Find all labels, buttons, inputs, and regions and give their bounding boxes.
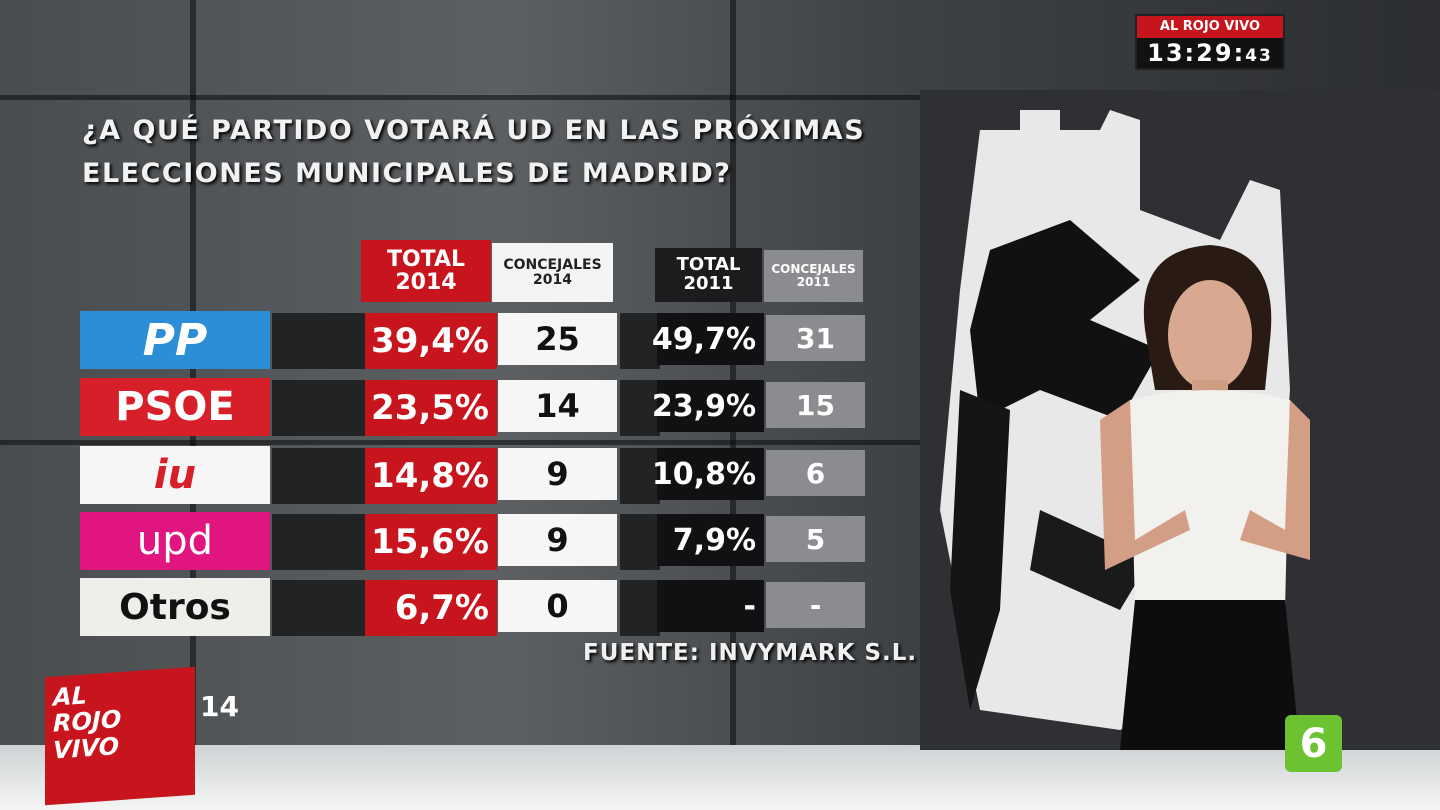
row-filler bbox=[272, 514, 367, 570]
total-2011: 7,9% bbox=[657, 514, 764, 566]
clock-hm: 13:29 bbox=[1147, 39, 1234, 67]
total-2011: - bbox=[657, 580, 764, 632]
concejales-2011: 31 bbox=[766, 315, 865, 361]
row-filler bbox=[620, 448, 660, 504]
concejales-2011: - bbox=[766, 582, 865, 628]
row-filler bbox=[272, 313, 367, 369]
artwork bbox=[920, 90, 1440, 750]
concejales-2011: 15 bbox=[766, 382, 865, 428]
face-shadow bbox=[970, 220, 1160, 420]
total-2011: 49,7% bbox=[652, 313, 764, 365]
concejales-2014: 9 bbox=[498, 514, 617, 566]
party-label: PSOE bbox=[80, 378, 270, 436]
total-2014: 6,7% bbox=[365, 580, 497, 636]
total-2014: 39,4% bbox=[365, 313, 497, 369]
column-header: TOTAL 2014 bbox=[361, 240, 491, 302]
column-header: TOTAL 2011 bbox=[655, 248, 762, 302]
clock-seconds: 43 bbox=[1245, 46, 1273, 66]
party-label: PP bbox=[80, 311, 270, 369]
skirt bbox=[1120, 600, 1300, 750]
concejales-2011: 5 bbox=[766, 516, 865, 562]
concejales-2014: 25 bbox=[498, 313, 617, 365]
row-filler bbox=[620, 580, 660, 636]
clock-bug: AL ROJO VIVO 13:29:43 bbox=[1135, 14, 1285, 70]
row-filler bbox=[620, 380, 660, 436]
total-2011: 10,8% bbox=[652, 448, 764, 500]
concejales-2011: 6 bbox=[766, 450, 865, 496]
party-label: iu bbox=[80, 446, 270, 504]
face-shadow bbox=[1030, 510, 1150, 610]
title-line: ¿A QUÉ PARTIDO VOTARÁ UD EN LAS PRÓXIMAS bbox=[82, 115, 866, 146]
panel-seam bbox=[0, 95, 1440, 100]
face bbox=[1168, 280, 1252, 390]
row-filler bbox=[272, 580, 367, 636]
total-2014: 14,8% bbox=[365, 448, 497, 504]
total-2014: 23,5% bbox=[365, 380, 497, 436]
row-filler bbox=[272, 380, 367, 436]
top bbox=[1130, 390, 1290, 610]
total-2011: 23,9% bbox=[652, 380, 764, 432]
party-label: upd bbox=[80, 512, 270, 570]
year-label: 14 bbox=[200, 690, 239, 723]
channel-logo: 6 bbox=[1285, 715, 1342, 772]
total-2014: 15,6% bbox=[365, 514, 497, 570]
party-label: Otros bbox=[80, 578, 270, 636]
show-name: AL ROJO VIVO bbox=[1137, 16, 1283, 38]
arm bbox=[1240, 400, 1310, 560]
show-logo: AL ROJO VIVO bbox=[45, 666, 195, 806]
row-filler bbox=[620, 313, 660, 369]
arm bbox=[1100, 400, 1190, 570]
row-filler bbox=[272, 448, 367, 504]
show-logo-text: AL ROJO VIVO bbox=[53, 680, 121, 764]
panel-seam bbox=[0, 440, 1440, 445]
concejales-2014: 9 bbox=[498, 448, 617, 500]
face-shadow bbox=[950, 390, 1010, 710]
title-line: ELECCIONES MUNICIPALES DE MADRID? bbox=[82, 158, 732, 189]
concejales-2014: 14 bbox=[498, 380, 617, 432]
row-filler bbox=[620, 514, 660, 570]
concejales-2014: 0 bbox=[498, 580, 617, 632]
logo-line: VIVO bbox=[53, 731, 120, 765]
column-header: CONCEJALES 2011 bbox=[764, 250, 863, 302]
clock: 13:29:43 bbox=[1137, 38, 1283, 68]
floor bbox=[0, 745, 1440, 810]
source: FUENTE: INVYMARK S.L. bbox=[583, 640, 918, 666]
column-header: CONCEJALES 2014 bbox=[492, 243, 613, 302]
